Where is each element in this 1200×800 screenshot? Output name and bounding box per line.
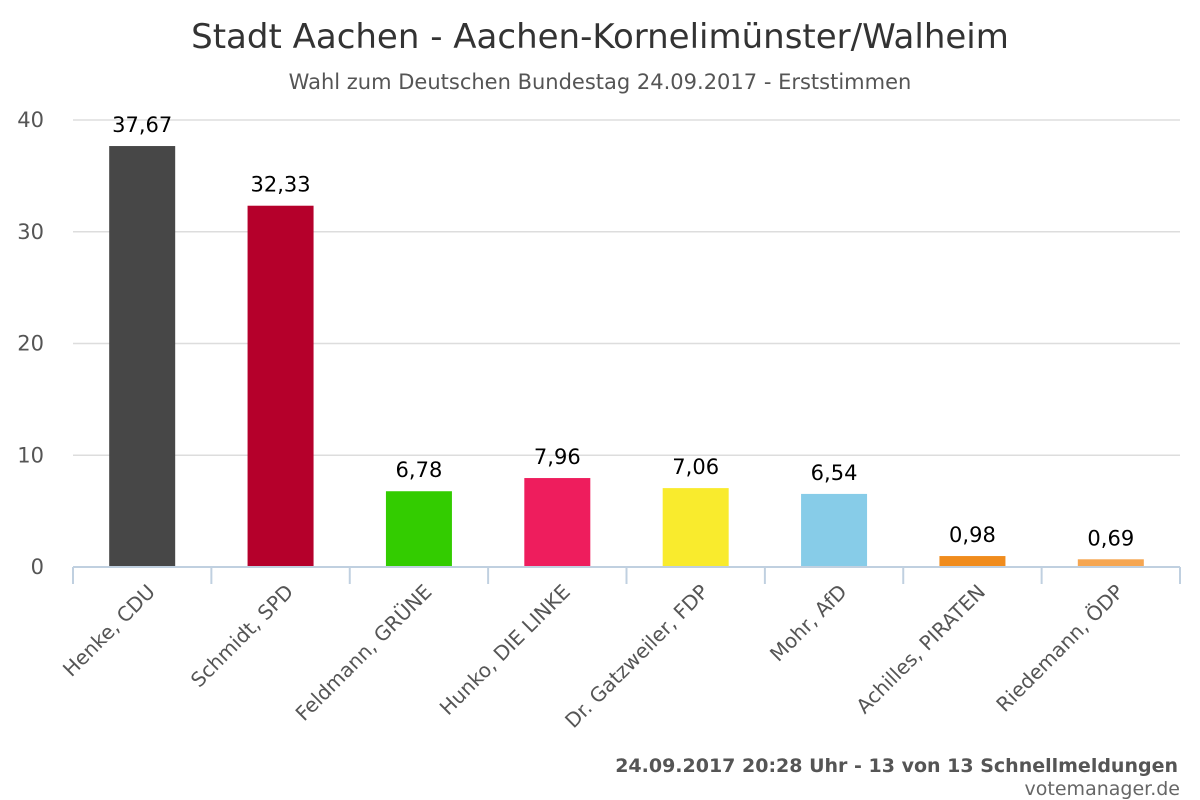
data-label: 32,33 — [251, 173, 311, 197]
data-label: 37,67 — [112, 113, 172, 137]
data-label: 6,54 — [811, 461, 858, 485]
bar — [662, 488, 729, 567]
data-label: 7,06 — [672, 455, 719, 479]
data-label: 7,96 — [534, 445, 581, 469]
y-axis: 0 10 20 30 40 — [17, 108, 44, 579]
x-tick-label: Riedemann, ÖDP — [991, 580, 1128, 717]
bar — [524, 478, 591, 567]
credit-source: votemanager.de — [1025, 778, 1180, 800]
y-tick-label: 20 — [17, 332, 44, 356]
y-tick-label: 10 — [17, 443, 44, 467]
y-tick-label: 30 — [17, 220, 44, 244]
x-tick-label: Hunko, DIE LINKE — [435, 580, 575, 720]
bar — [801, 493, 868, 567]
y-tick-label: 40 — [17, 108, 44, 132]
data-label: 0,98 — [949, 523, 996, 547]
data-label: 0,69 — [1087, 526, 1134, 550]
x-tick-label: Achilles, PIRATEN — [851, 580, 990, 719]
x-tick-label: Feldmann, GRÜNE — [291, 580, 437, 726]
y-tick-label: 0 — [31, 555, 44, 579]
chart-subtitle: Wahl zum Deutschen Bundestag 24.09.2017 … — [289, 70, 912, 94]
data-labels: 37,67 32,33 6,78 7,96 7,06 6,54 0,98 0,69 — [112, 113, 1134, 550]
data-label: 6,78 — [396, 458, 443, 482]
chart-title: Stadt Aachen - Aachen-Kornelimünster/Wal… — [191, 17, 1009, 57]
bar — [385, 491, 452, 567]
x-tick-label: Mohr, AfD — [765, 580, 852, 667]
x-tick-label: Dr. Gatzweiler, FDP — [560, 580, 713, 733]
bar — [1077, 559, 1144, 567]
bars — [109, 146, 1144, 567]
bar — [247, 205, 314, 567]
x-tick-label: Schmidt, SPD — [186, 580, 298, 692]
credit-timestamp: 24.09.2017 20:28 Uhr - 13 von 13 Schnell… — [615, 755, 1178, 777]
x-tick-label: Henke, CDU — [58, 580, 160, 682]
bar — [939, 556, 1006, 567]
bar — [109, 146, 176, 567]
grid-lines — [73, 119, 1180, 456]
